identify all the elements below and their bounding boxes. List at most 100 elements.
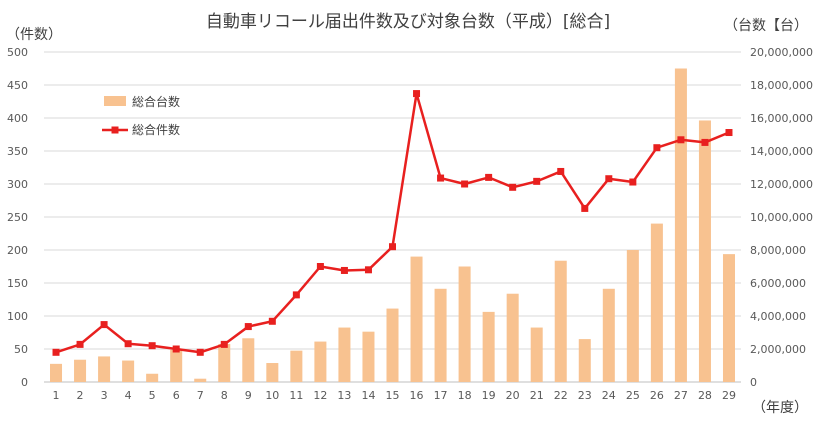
line-point (509, 183, 517, 191)
line-point (485, 173, 493, 181)
x-tick-label: 21 (530, 389, 544, 402)
x-tick-label: 27 (674, 389, 688, 402)
left-tick-label: 400 (7, 112, 28, 125)
bar (602, 288, 615, 382)
line-point (52, 348, 60, 356)
x-tick-label: 18 (458, 389, 472, 402)
left-tick-label: 100 (7, 310, 28, 323)
line-point (629, 178, 637, 186)
line-point (148, 342, 156, 350)
bar (506, 293, 519, 382)
left-tick-label: 250 (7, 211, 28, 224)
bar (170, 349, 183, 382)
right-tick-label: 8,000,000 (750, 244, 806, 257)
left-tick-label: 0 (21, 376, 28, 389)
x-tick-label: 5 (149, 389, 156, 402)
left-tick-label: 150 (7, 277, 28, 290)
left-tick-label: 500 (7, 46, 28, 59)
x-tick-label: 19 (482, 389, 496, 402)
line-point (268, 317, 276, 325)
right-axis-label: （台数【台） (724, 18, 808, 34)
bar (554, 260, 567, 382)
bar (266, 363, 279, 382)
line-point (701, 138, 709, 146)
line-point (725, 129, 733, 137)
line-point (340, 266, 348, 274)
x-tick-label: 22 (554, 389, 568, 402)
right-tick-label: 14,000,000 (750, 145, 813, 158)
bar (530, 327, 543, 382)
left-axis-ticks: 0 50 100 150 200 250 300 350 400 450 500 (7, 46, 28, 389)
line-point (581, 204, 589, 212)
line-point (413, 90, 421, 98)
x-tick-label: 12 (313, 389, 327, 402)
right-tick-label: 4,000,000 (750, 310, 806, 323)
left-tick-label: 450 (7, 79, 28, 92)
legend-swatch-total-vehicles (104, 96, 126, 106)
line-point (76, 340, 84, 348)
x-tick-label: 24 (602, 389, 616, 402)
left-tick-label: 300 (7, 178, 28, 191)
legend-label-total-cases: 総合件数 (132, 122, 180, 137)
left-tick-label: 50 (14, 343, 28, 356)
bar (74, 359, 87, 382)
bar (98, 356, 111, 382)
line-series-total-cases (52, 90, 733, 356)
x-tick-label: 9 (245, 389, 252, 402)
right-tick-label: 6,000,000 (750, 277, 806, 290)
x-tick-label: 20 (506, 389, 520, 402)
bar (578, 339, 591, 382)
bar (650, 223, 663, 382)
bar (242, 338, 255, 382)
bar (122, 360, 135, 382)
line-point (172, 345, 180, 353)
bar (290, 350, 303, 382)
bar (482, 311, 495, 382)
line-point (605, 175, 613, 183)
bar-series-total-vehicles (50, 68, 735, 382)
x-tick-label: 2 (77, 389, 84, 402)
x-tick-label: 23 (578, 389, 592, 402)
line-point (533, 177, 541, 185)
line-point (461, 180, 469, 188)
line-point (677, 136, 685, 144)
left-tick-label: 200 (7, 244, 28, 257)
x-tick-label: 4 (125, 389, 132, 402)
bar (674, 68, 687, 382)
line-point (364, 266, 372, 274)
line-point (389, 243, 396, 251)
x-tick-label: 14 (361, 389, 375, 402)
x-axis-ticks: 1 2 3 4 5 6 7 8 9 10 11 12 13 14 15 16 17 18 19 20 21 22 23 24 2… (53, 389, 736, 402)
bar (362, 331, 375, 382)
left-tick-label: 350 (7, 145, 28, 158)
x-tick-label: 8 (221, 389, 228, 402)
legend-marker-total-cases (111, 126, 119, 134)
right-tick-label: 18,000,000 (750, 79, 813, 92)
x-tick-label: 3 (101, 389, 108, 402)
x-tick-label: 11 (289, 389, 303, 402)
bar (626, 250, 639, 382)
x-axis-label: （年度） (752, 400, 808, 416)
x-tick-label: 10 (265, 389, 279, 402)
x-tick-label: 6 (173, 389, 180, 402)
x-tick-label: 15 (386, 389, 400, 402)
right-axis-ticks: 0 2,000,000 4,000,000 6,000,000 8,000,000 10,… (750, 46, 813, 389)
chart-title: 自動車リコール届出件数及び対象台数（平成）[総合] (206, 12, 610, 32)
bar (698, 120, 711, 382)
line-point (316, 263, 324, 270)
bar (314, 341, 327, 382)
right-tick-label: 0 (750, 376, 757, 389)
legend-label-total-vehicles: 総合台数 (132, 94, 180, 109)
x-tick-label: 26 (650, 389, 664, 402)
line-point (124, 340, 132, 348)
line-point (557, 167, 565, 175)
right-tick-label: 2,000,000 (750, 343, 806, 356)
x-tick-label: 29 (722, 389, 736, 402)
line-point (100, 321, 108, 329)
bar (194, 378, 207, 382)
legend: 総合台数 総合件数 (102, 94, 180, 137)
bar (410, 256, 423, 382)
bar (50, 363, 63, 382)
bar (146, 373, 159, 382)
bar (434, 288, 447, 382)
